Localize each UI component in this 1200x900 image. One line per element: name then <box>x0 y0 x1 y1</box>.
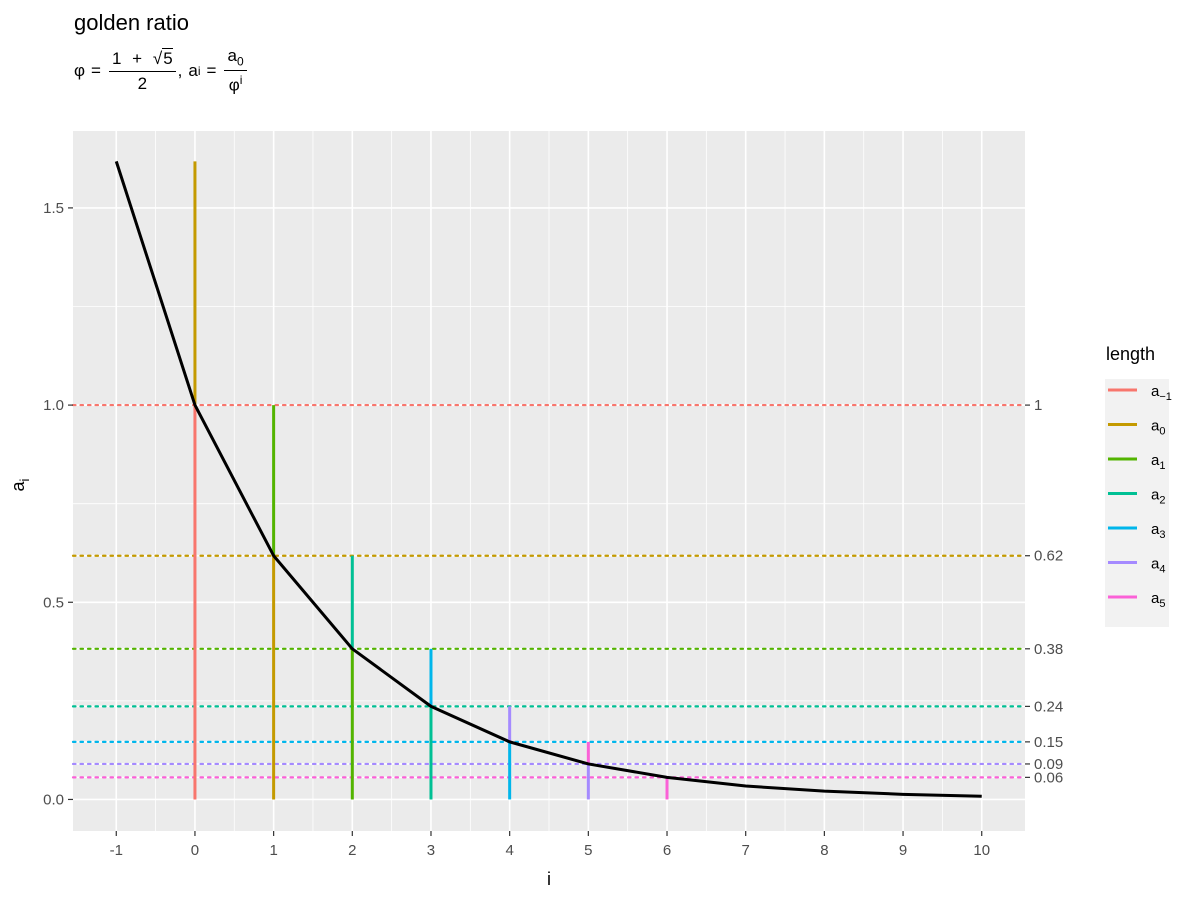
y2-tick-label: 1 <box>1034 397 1042 414</box>
legend-label-4: a3 <box>1151 521 1165 541</box>
formula-denominator-phi: φi <box>229 71 243 96</box>
legend-title: length <box>1106 344 1155 364</box>
x-tick-label: 7 <box>742 842 750 859</box>
formula-equals: = <box>91 61 101 81</box>
formula-phi-den: φ <box>228 76 240 96</box>
legend-label-letter: a <box>1151 383 1160 400</box>
y-axis-label-main: a <box>8 480 28 491</box>
y-axis-label-sub: i <box>17 478 32 481</box>
segment-lines <box>193 161 669 800</box>
x-tick-label: 10 <box>973 842 990 859</box>
grid-minor <box>73 131 1025 831</box>
formula-a: a <box>188 61 198 81</box>
x-tick-label: 2 <box>348 842 356 859</box>
legend-key-background <box>1105 379 1169 627</box>
legend-label-6: a5 <box>1151 590 1165 610</box>
x-tick-label: 5 <box>584 842 592 859</box>
x-tick-label: 6 <box>663 842 671 859</box>
formula-root-sign: √ <box>152 48 163 68</box>
formula-phi: φ <box>74 61 86 81</box>
formula-one: 1 <box>111 48 122 68</box>
y-tick-label: 1.5 <box>43 200 64 217</box>
legend-label-2: a1 <box>1151 452 1165 472</box>
curve-line <box>114 160 982 798</box>
y2-tick-label: 0.38 <box>1034 641 1063 658</box>
x-tick-label: -1 <box>110 842 123 859</box>
formula-numerator: 1 + √5 <box>108 47 176 72</box>
y2-tick-label: 0.62 <box>1034 548 1063 565</box>
legend-label-sub: 2 <box>1159 495 1165 507</box>
legend-label-sub: 4 <box>1159 564 1165 576</box>
formula-phi-sup: i <box>239 73 243 88</box>
legend-label-sub: 3 <box>1159 529 1165 541</box>
formula-a-sub: i <box>197 64 201 79</box>
y-tick-label: 0.5 <box>43 594 64 611</box>
formula-root-arg: 5 <box>162 47 173 68</box>
chart-title: golden ratio <box>74 10 189 35</box>
formula-a0-sub: 0 <box>236 54 244 69</box>
x-tick-label: 3 <box>427 842 435 859</box>
y2-tick-label: 0.09 <box>1034 756 1063 773</box>
formula-fraction-phi: 1 + √5 2 <box>108 47 176 94</box>
y-tick-label: 0.0 <box>43 791 64 808</box>
legend-label-letter: a <box>1151 452 1160 469</box>
y-axis-label: ai <box>8 478 32 491</box>
x-tick-label: 8 <box>820 842 828 859</box>
legend-label-letter: a <box>1151 521 1160 538</box>
y2-tick-label: 0.06 <box>1034 769 1063 786</box>
x-axis: -1 0 1 2 3 4 5 6 7 8 9 10 <box>110 831 990 859</box>
formula-numerator-a: a0 <box>224 46 247 72</box>
y-tick-label: 1.0 <box>43 397 64 414</box>
legend-label-5: a4 <box>1151 556 1165 576</box>
formula-denominator: 2 <box>137 73 148 93</box>
x-tick-label: 1 <box>269 842 277 859</box>
legend-label-1: a0 <box>1151 418 1165 438</box>
x-axis-label: i <box>547 869 551 889</box>
reference-lines <box>71 403 1027 779</box>
x-tick-label: 0 <box>191 842 199 859</box>
legend-label-sub: 1 <box>1159 460 1165 472</box>
x-tick-label: 9 <box>899 842 907 859</box>
y2-tick-label: 0.24 <box>1034 698 1063 715</box>
legend-label-0: a−1 <box>1151 383 1172 403</box>
legend-label-letter: a <box>1151 487 1160 504</box>
secondary-y-axis: 1 0.62 0.38 0.24 0.15 0.090.06 <box>1025 397 1063 786</box>
legend-label-sub: −1 <box>1159 391 1172 403</box>
legend-label-letter: a <box>1151 418 1160 435</box>
curve-group <box>114 160 982 798</box>
formula-fraction-a: a0 φi <box>224 46 247 96</box>
legend-label-3: a2 <box>1151 487 1165 507</box>
y-axis: 0.0 0.5 1.0 1.5 <box>43 200 73 808</box>
legend-label-letter: a <box>1151 590 1160 607</box>
formula-comma: , <box>177 61 183 81</box>
legend-label-sub: 5 <box>1159 598 1165 610</box>
x-tick-label: 4 <box>505 842 513 859</box>
formula-a0: a <box>227 46 237 65</box>
legend-label-sub: 0 <box>1159 426 1165 438</box>
formula-equals-2: = <box>206 61 217 81</box>
legend-label-letter: a <box>1151 556 1160 573</box>
y2-tick-label: 0.15 <box>1034 734 1063 751</box>
formula-plus: + <box>132 48 143 68</box>
